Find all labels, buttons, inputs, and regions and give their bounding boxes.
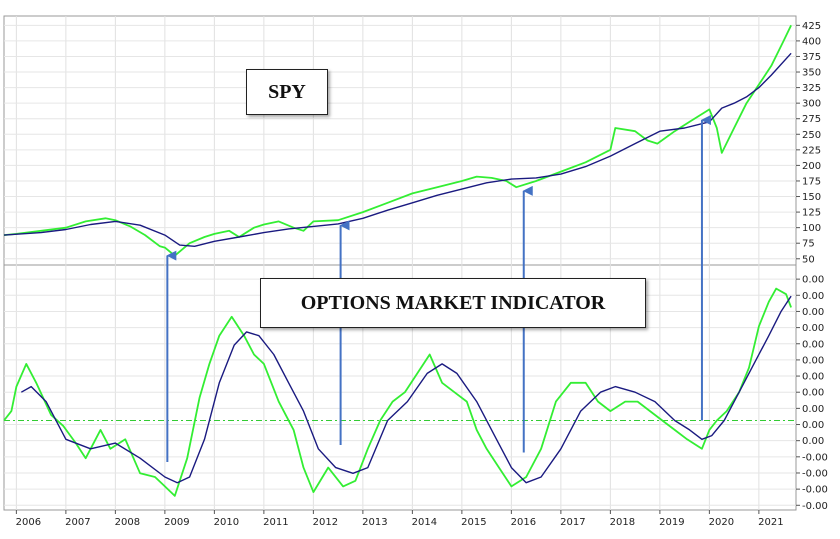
spy-price-line bbox=[3, 24, 792, 257]
indicator-y-tick-label: 0.00 bbox=[802, 307, 824, 318]
indicator-grid bbox=[4, 265, 796, 510]
indicator-indicator-line bbox=[3, 287, 792, 497]
indicator-y-tick-label: 0.00 bbox=[802, 275, 824, 286]
spy-y-tick-label: 125 bbox=[802, 208, 821, 219]
spy-y-tick-label: 425 bbox=[802, 21, 821, 32]
x-tick-label: 2012 bbox=[313, 517, 338, 528]
indicator-y-tick-label: 0.00 bbox=[802, 404, 824, 415]
x-tick-label: 2020 bbox=[709, 517, 734, 528]
x-tick-label: 2018 bbox=[610, 517, 635, 528]
x-tick-label: 2015 bbox=[461, 517, 486, 528]
indicator-y-tick-label: 0.00 bbox=[802, 291, 824, 302]
x-tick-label: 2013 bbox=[362, 517, 387, 528]
spy-y-tick-label: 50 bbox=[802, 254, 815, 265]
x-tick-label: 2019 bbox=[659, 517, 684, 528]
x-tick-label: 2014 bbox=[412, 517, 437, 528]
spy-y-tick-label: 200 bbox=[802, 161, 821, 172]
spy-average-line bbox=[3, 52, 792, 247]
indicator-y-tick-label: -0.00 bbox=[802, 501, 828, 512]
spy-y-tick-label: 250 bbox=[802, 130, 821, 141]
x-tick-label: 2016 bbox=[511, 517, 536, 528]
indicator-y-tick-label: 0.00 bbox=[802, 339, 824, 350]
options-market-indicator-label: OPTIONS MARKET INDICATOR bbox=[260, 278, 646, 328]
indicator-y-tick-label: 0.00 bbox=[802, 355, 824, 366]
spy-y-tick-label: 100 bbox=[802, 223, 821, 234]
indicator-y-tick-label: -0.00 bbox=[802, 452, 828, 463]
x-tick-label: 2006 bbox=[16, 517, 41, 528]
spy-y-tick-label: 325 bbox=[802, 83, 821, 94]
spy-y-tick-label: 375 bbox=[802, 52, 821, 63]
x-tick-label: 2021 bbox=[758, 517, 783, 528]
x-tick-label: 2007 bbox=[65, 517, 90, 528]
spy-y-tick-label: 175 bbox=[802, 176, 821, 187]
indicator-y-tick-label: 0.00 bbox=[802, 436, 824, 447]
indicator-y-tick-label: -0.00 bbox=[802, 468, 828, 479]
indicator-y-tick-label: 0.00 bbox=[802, 372, 824, 383]
indicator-y-tick-label: 0.00 bbox=[802, 420, 824, 431]
spy-y-tick-label: 400 bbox=[802, 36, 821, 47]
spy-y-tick-label: 300 bbox=[802, 99, 821, 110]
spy-label: SPY bbox=[246, 69, 328, 115]
x-tick-label: 2010 bbox=[214, 517, 239, 528]
spy-y-tick-label: 75 bbox=[802, 239, 815, 250]
indicator-average-line bbox=[20, 295, 792, 484]
indicator-y-tick-label: 0.00 bbox=[802, 323, 824, 334]
x-tick-label: 2017 bbox=[560, 517, 585, 528]
indicator-y-tick-label: 0.00 bbox=[802, 388, 824, 399]
spy-grid bbox=[4, 16, 796, 265]
spy-y-tick-label: 150 bbox=[802, 192, 821, 203]
spy-y-tick-label: 350 bbox=[802, 68, 821, 79]
spy-y-tick-label: 225 bbox=[802, 145, 821, 156]
x-tick-label: 2008 bbox=[115, 517, 140, 528]
indicator-y-tick-label: -0.00 bbox=[802, 485, 828, 496]
spy-y-tick-label: 275 bbox=[802, 114, 821, 125]
x-tick-label: 2009 bbox=[164, 517, 189, 528]
x-tick-label: 2011 bbox=[263, 517, 288, 528]
